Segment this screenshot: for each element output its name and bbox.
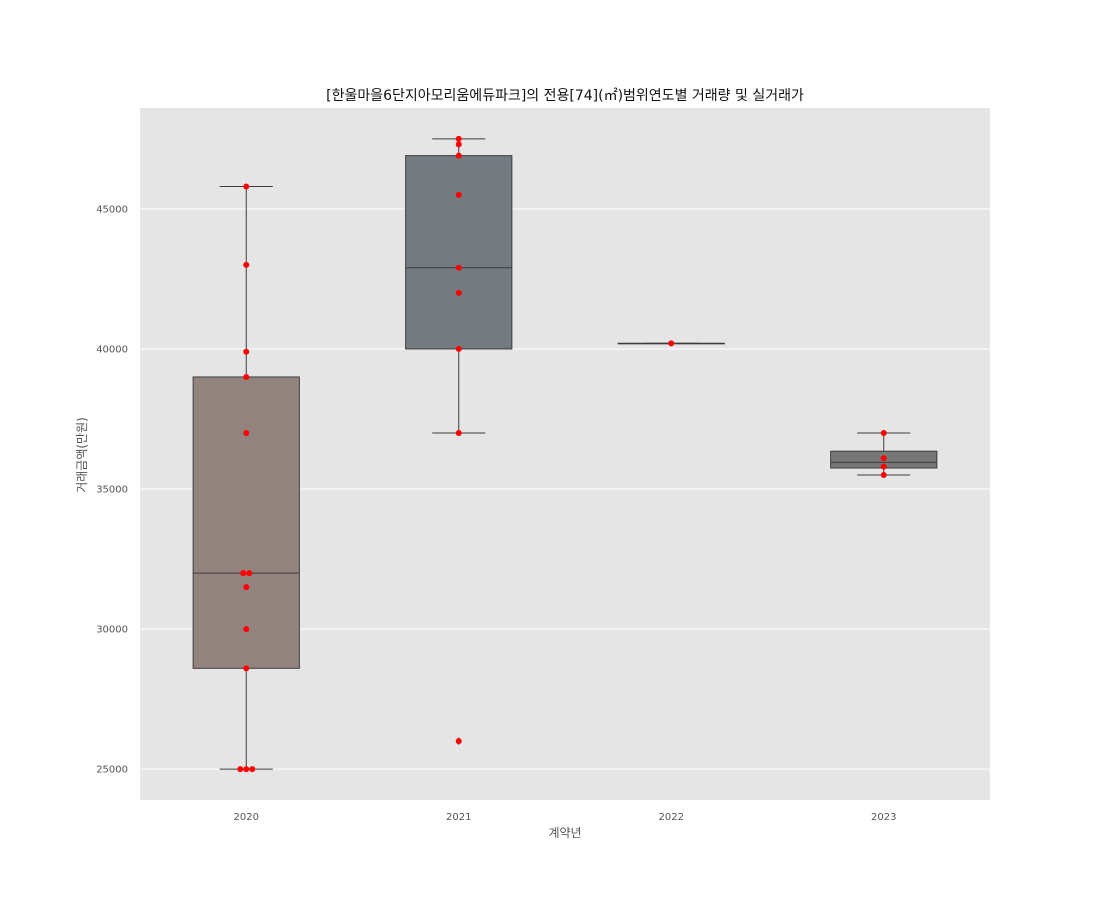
y-tick-label: 25000 [96,765,128,776]
iqr-box [405,155,513,350]
data-point [668,340,675,347]
y-axis-label: 거래금액(만원) [75,417,89,493]
boxes [192,138,938,770]
chart-title: [한울마을6단지아모리움에듀파크]의 전용[74](㎡)범위연도별 거래량 및 … [326,88,804,104]
data-point [243,183,250,190]
data-point [243,373,250,380]
data-point [455,141,462,148]
x-tick-label: 2023 [871,812,896,823]
y-tick-label: 45000 [96,204,128,215]
data-point [455,264,462,271]
y-tick-label: 30000 [96,625,128,636]
data-point [455,135,462,142]
data-point [243,348,250,355]
data-point [243,665,250,672]
x-tick-label: 2022 [659,812,684,823]
x-tick-labels: 2020 2021 2022 2023 [234,812,897,823]
box-2020 [192,185,300,770]
data-point [880,472,887,479]
data-point [880,455,887,462]
x-tick-label: 2020 [234,812,259,823]
data-point [240,570,247,577]
data-point [249,766,256,773]
data-point [455,191,462,198]
x-axis-label: 계약년 [548,825,581,840]
data-point [243,766,250,773]
data-point [243,261,250,268]
points [237,135,887,773]
data-point [455,152,462,159]
data-point [880,429,887,436]
y-tick-labels: 25000 30000 35000 40000 45000 [96,204,128,775]
box-2021 [405,138,513,746]
iqr-box [192,376,300,669]
data-point [880,463,887,470]
data-point [246,570,253,577]
data-point [455,289,462,296]
data-point [455,345,462,352]
data-point [237,766,244,773]
y-tick-label: 40000 [96,344,128,355]
data-point [243,584,250,591]
y-tick-label: 35000 [96,485,128,496]
x-tick-label: 2021 [446,812,471,823]
data-point [243,626,250,633]
data-point [455,429,462,436]
data-point [455,738,462,745]
data-point [243,429,250,436]
